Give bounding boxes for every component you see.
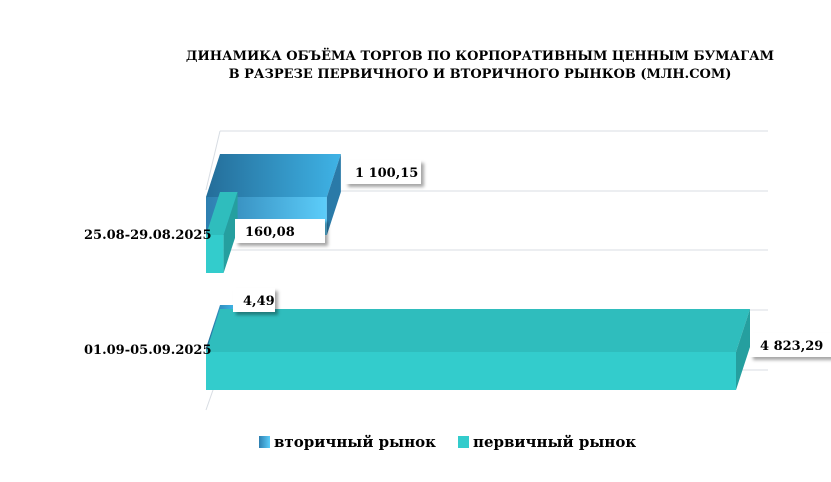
bar-secondary-1-top [206, 154, 341, 197]
bar-primary-1-top [206, 192, 238, 235]
data-label-text: 4,49 [243, 294, 275, 309]
legend-label-secondary: вторичный рынок [274, 433, 437, 451]
data-label: 4 823,29 [750, 333, 831, 357]
bar-primary-2-front [206, 352, 736, 390]
data-label-box [345, 160, 421, 184]
legend-label-primary: первичный рынок [473, 433, 637, 451]
grid-edge-line [205, 130, 221, 191]
bars [206, 154, 750, 390]
chart-title: ДИНАМИКА ОБЪЁМА ТОРГОВ ПО КОРПОРАТИВНЫМ … [0, 48, 831, 84]
legend-primary: первичный рынок [458, 433, 636, 451]
data-label-text: 160,08 [245, 225, 295, 240]
data-label: 4,49 [233, 288, 275, 312]
data-label-text: 1 100,15 [355, 166, 418, 181]
legend-secondary: вторичный рынок [259, 433, 436, 451]
bar-primary-2-top [206, 309, 750, 352]
data-label-box [750, 333, 831, 357]
data-label-text: 4 823,29 [760, 339, 823, 354]
data-label: 1 100,15 [345, 160, 421, 184]
chart-title-line-1: ДИНАМИКА ОБЪЁМА ТОРГОВ ПО КОРПОРАТИВНЫМ … [185, 49, 775, 64]
data-label-box [233, 288, 275, 312]
data-label-box [235, 219, 325, 243]
category-label-2: 01.09-05.09.2025 [84, 343, 212, 358]
data-labels: 1 100,15 4,49 160,08 4 823,29 [233, 160, 831, 357]
chart-title-line-2: В РАЗРЕЗЕ ПЕРВИЧНОГО И ВТОРИЧНОГО РЫНКОВ… [228, 67, 732, 82]
bar-primary-1-side [223, 192, 238, 273]
bar-primary-2-side [736, 309, 750, 390]
data-label: 160,08 [235, 219, 325, 243]
bar-secondary-1-side [326, 154, 341, 235]
legend-swatch-secondary [259, 436, 270, 448]
category-label-1: 25.08-29.08.2025 [84, 228, 212, 243]
legend-swatch-primary [458, 436, 469, 448]
bar-primary-1-front [206, 235, 224, 273]
